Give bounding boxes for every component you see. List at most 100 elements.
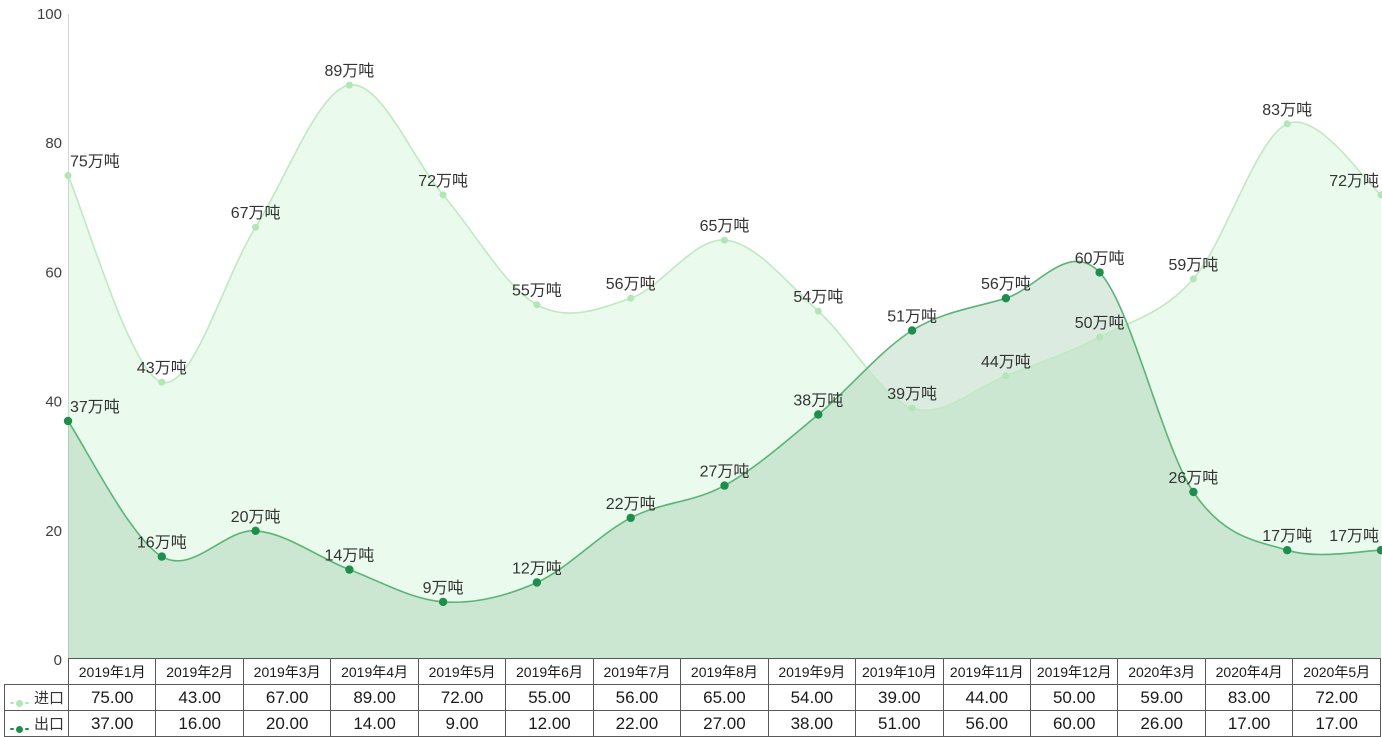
export-data-label: 22万吨 <box>606 495 656 513</box>
export-data-point[interactable] <box>907 326 917 335</box>
table-row-export: 出口 37.00 16.00 20.00 14.00 9.00 12.00 22.00 27.0… <box>4 710 1381 737</box>
y-axis-tick-label: 40 <box>45 394 62 411</box>
export-data-label: 20万吨 <box>231 508 281 526</box>
import-data-label: 89万吨 <box>324 62 374 80</box>
month-header-cell: 2019年2月 <box>155 658 244 685</box>
import-data-point[interactable] <box>627 294 635 302</box>
export-data-point[interactable] <box>157 552 166 561</box>
import-area-fill <box>68 84 1381 660</box>
import-data-point[interactable] <box>1002 372 1010 380</box>
export-data-point[interactable] <box>345 565 354 574</box>
import-data-label: 50万吨 <box>1075 314 1125 332</box>
month-header-cell: 2020年5月 <box>1292 658 1381 685</box>
y-axis-tick-label: 80 <box>45 135 62 152</box>
value-cell: 27.00 <box>680 710 769 737</box>
legend-cell-export[interactable]: 出口 <box>4 710 69 737</box>
table-corner-cell <box>5 659 69 685</box>
import-data-point[interactable] <box>814 307 822 315</box>
value-cell: 72.00 <box>1292 684 1381 711</box>
import-data-point[interactable] <box>64 172 72 179</box>
import-data-label: 72万吨 <box>1329 172 1379 190</box>
import-data-label: 67万吨 <box>231 204 281 222</box>
export-data-label: 60万吨 <box>1075 249 1125 267</box>
export-data-point[interactable] <box>532 578 542 587</box>
value-cell: 75.00 <box>67 684 157 711</box>
y-axis: 0 20 40 60 80 100 <box>37 6 69 669</box>
value-cell: 67.00 <box>242 684 332 711</box>
export-data-label: 51万吨 <box>887 308 937 326</box>
export-data-point[interactable] <box>720 481 729 490</box>
series-areas <box>68 84 1381 660</box>
import-data-point[interactable] <box>1377 191 1382 199</box>
export-data-point[interactable] <box>626 513 635 523</box>
import-data-point[interactable] <box>439 191 447 199</box>
y-axis-tick-label: 100 <box>37 6 62 23</box>
import-data-point[interactable] <box>721 236 728 244</box>
month-header-cell: 2019年5月 <box>417 658 507 685</box>
series-name-label: 进口 <box>33 690 64 707</box>
value-cell: 89.00 <box>330 684 419 711</box>
value-cell: 14.00 <box>330 710 419 737</box>
y-axis-tick-label: 0 <box>54 652 62 669</box>
import-data-label: 54万吨 <box>793 288 843 306</box>
value-cell: 50.00 <box>1029 684 1119 711</box>
value-cell: 72.00 <box>417 684 507 711</box>
value-cell: 56.00 <box>592 684 682 711</box>
export-data-point[interactable] <box>251 526 260 535</box>
export-data-label: 17万吨 <box>1262 527 1312 545</box>
month-header-cell: 2020年4月 <box>1204 658 1294 685</box>
export-data-point[interactable] <box>1001 294 1011 303</box>
export-line <box>67 260 1382 604</box>
export-data-point[interactable] <box>1283 546 1292 555</box>
value-cell: 51.00 <box>855 710 944 737</box>
export-data-label: 37万吨 <box>70 398 120 416</box>
value-cell: 65.00 <box>680 684 769 711</box>
export-data-point[interactable] <box>1189 487 1198 497</box>
export-data-label: 17万吨 <box>1329 527 1379 545</box>
series-name-label: 出口 <box>33 716 64 733</box>
value-cell: 59.00 <box>1117 684 1206 711</box>
value-cell: 39.00 <box>855 684 944 711</box>
export-data-label: 16万吨 <box>137 534 187 552</box>
value-cell: 26.00 <box>1117 710 1206 737</box>
y-axis-tick-label: 60 <box>45 264 62 281</box>
month-header-cell: 2019年8月 <box>680 658 769 685</box>
value-cell: 12.00 <box>505 710 594 737</box>
export-data-point[interactable] <box>63 416 73 426</box>
export-data-point[interactable] <box>438 597 448 607</box>
month-header-cell: 2019年9月 <box>767 658 857 685</box>
legend-cell-import[interactable]: 进口 <box>4 684 69 711</box>
import-data-point[interactable] <box>1189 275 1197 283</box>
export-data-point[interactable] <box>814 410 823 419</box>
series-points <box>63 81 1382 607</box>
value-cell: 16.00 <box>155 710 244 737</box>
legend-marker-icon <box>9 699 30 707</box>
import-data-point[interactable] <box>1283 120 1291 128</box>
import-data-point[interactable] <box>158 378 166 386</box>
month-header-cell: 2020年3月 <box>1117 658 1206 685</box>
data-table: 2019年1月 2019年2月 2019年3月 2019年4月 2019年5月 2019年… <box>4 658 1381 737</box>
month-header-cell: 2019年11月 <box>942 658 1031 685</box>
import-data-label: 75万吨 <box>70 153 120 171</box>
import-data-point[interactable] <box>252 223 260 231</box>
import-data-label: 65万吨 <box>700 217 750 235</box>
value-cell: 9.00 <box>417 710 507 737</box>
import-data-label: 72万吨 <box>418 172 468 190</box>
import-data-point[interactable] <box>1096 333 1104 341</box>
import-data-label: 83万吨 <box>1262 101 1312 119</box>
import-data-label: 59万吨 <box>1168 256 1218 274</box>
import-data-label: 39万吨 <box>887 385 937 403</box>
value-cell: 54.00 <box>767 684 857 711</box>
table-row-import: 进口 75.00 43.00 67.00 89.00 72.00 55.00 56.00 65.… <box>4 684 1381 711</box>
import-data-point[interactable] <box>908 404 916 412</box>
export-data-label: 9万吨 <box>423 579 464 597</box>
export-data-point[interactable] <box>1376 546 1382 555</box>
import-data-point[interactable] <box>345 81 353 89</box>
value-cell: 56.00 <box>942 710 1031 737</box>
export-data-point[interactable] <box>1095 268 1104 277</box>
table-body: 进口 75.00 43.00 67.00 89.00 72.00 55.00 56.00 65.… <box>4 684 1381 737</box>
value-cell: 37.00 <box>67 710 157 737</box>
value-cell: 22.00 <box>592 710 682 737</box>
import-data-point[interactable] <box>533 301 541 309</box>
